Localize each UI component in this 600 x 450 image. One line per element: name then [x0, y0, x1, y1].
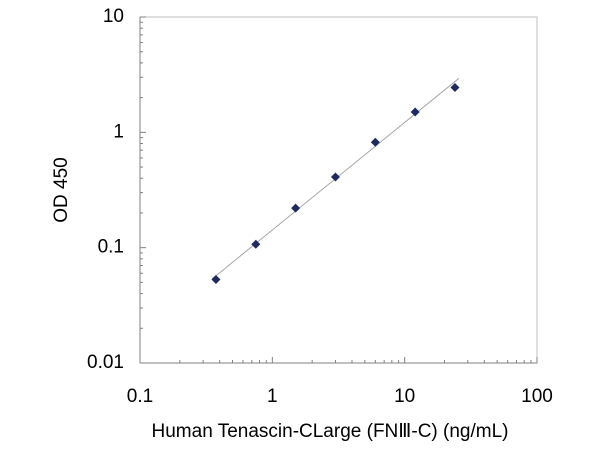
point — [450, 82, 460, 92]
plot-frame — [139, 16, 538, 364]
x-tick-label: 0.1 — [127, 386, 153, 407]
y-tick-label: 0.1 — [98, 237, 124, 258]
x-tick-label: 10 — [394, 386, 415, 407]
point — [291, 203, 301, 213]
point — [410, 107, 420, 117]
x-axis-label: Human Tenascin-CLarge (FNⅢ-C) (ng/mL) — [152, 421, 509, 442]
x-tick-label: 1 — [267, 386, 278, 407]
y-tick-label: 1 — [113, 121, 124, 142]
point — [330, 172, 340, 182]
y-tick-label: 10 — [103, 6, 124, 27]
x-tick-label: 100 — [521, 386, 553, 407]
point — [211, 274, 221, 284]
point — [251, 239, 261, 249]
point — [370, 137, 380, 147]
y-axis-label: OD 450 — [51, 157, 72, 222]
y-tick-label: 0.01 — [87, 352, 124, 373]
